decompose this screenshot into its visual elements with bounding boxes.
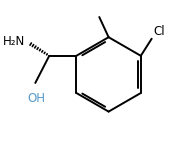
Text: OH: OH (27, 92, 45, 105)
Text: H₂N: H₂N (3, 35, 25, 48)
Text: Cl: Cl (153, 25, 165, 38)
